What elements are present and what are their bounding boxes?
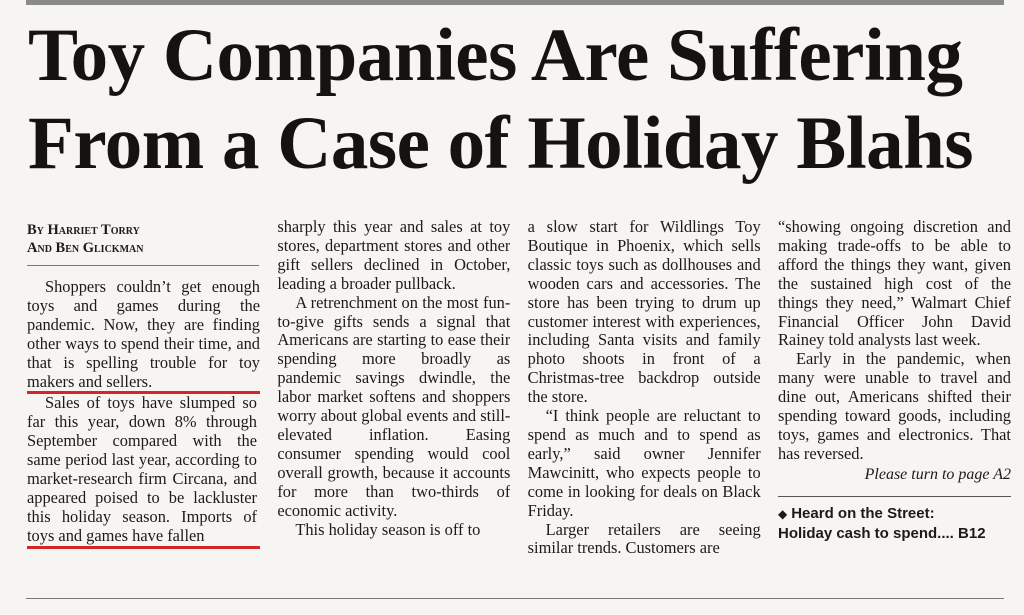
column-4: “showing ongoing discretion and making t… (777, 218, 1011, 590)
teaser-rule (777, 495, 1011, 497)
byline-rule (27, 265, 259, 266)
headline: Toy Companies Are Suffering From a Case … (28, 12, 1018, 188)
byline: By Harriet Torry And Ben Glickman (27, 218, 260, 257)
top-rule (26, 0, 1004, 5)
paragraph: “I think people are reluctant to spend a… (527, 406, 761, 520)
column-3: a slow start for Wildlings Toy Boutique … (528, 218, 761, 590)
headline-line-2: From a Case of Holiday Blahs (28, 102, 974, 185)
paragraph: a slow start for Wildlings Toy Boutique … (527, 218, 761, 407)
byline-line-1: By Harriet Torry (27, 222, 140, 238)
bottom-rule (26, 598, 1004, 599)
highlighted-paragraph: Sales of toys have slumped so far this y… (27, 393, 257, 545)
paragraph: Shoppers couldn’t get enough toys and ga… (27, 277, 260, 391)
paragraph: Larger retailers are seeing similar tren… (527, 519, 761, 558)
paragraph: sharply this year and sales at toy store… (277, 218, 511, 293)
paragraph: A retrenchment on the most fun-to-give g… (277, 292, 511, 520)
paragraph: Early in the pandemic, when many were un… (777, 349, 1011, 463)
paragraph: This holiday season is off to (295, 519, 481, 539)
heard-on-the-street-teaser[interactable]: ◆ Heard on the Street: Holiday cash to sp… (778, 504, 1011, 543)
headline-line-1: Toy Companies Are Suffering (28, 14, 963, 97)
teaser-line-2: Holiday cash to spend.... B12 (777, 524, 986, 542)
column-2: sharply this year and sales at toy store… (277, 218, 510, 590)
paragraph: “showing ongoing discretion and making t… (777, 218, 1011, 350)
teaser-line-1: Heard on the Street: (791, 504, 935, 522)
highlight-box: Sales of toys have slumped so far this y… (27, 391, 260, 549)
column-1: By Harriet Torry And Ben Glickman Shoppe… (27, 218, 260, 590)
diamond-bullet-icon: ◆ (777, 506, 788, 521)
article-columns: By Harriet Torry And Ben Glickman Shoppe… (27, 218, 1011, 590)
byline-line-2: And Ben Glickman (27, 240, 144, 256)
jump-line[interactable]: Please turn to page A2 (864, 465, 1011, 483)
